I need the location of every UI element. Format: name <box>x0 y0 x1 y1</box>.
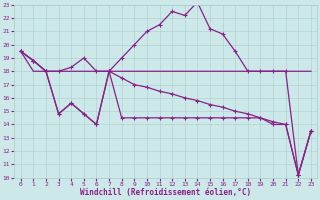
X-axis label: Windchill (Refroidissement éolien,°C): Windchill (Refroidissement éolien,°C) <box>80 188 252 197</box>
